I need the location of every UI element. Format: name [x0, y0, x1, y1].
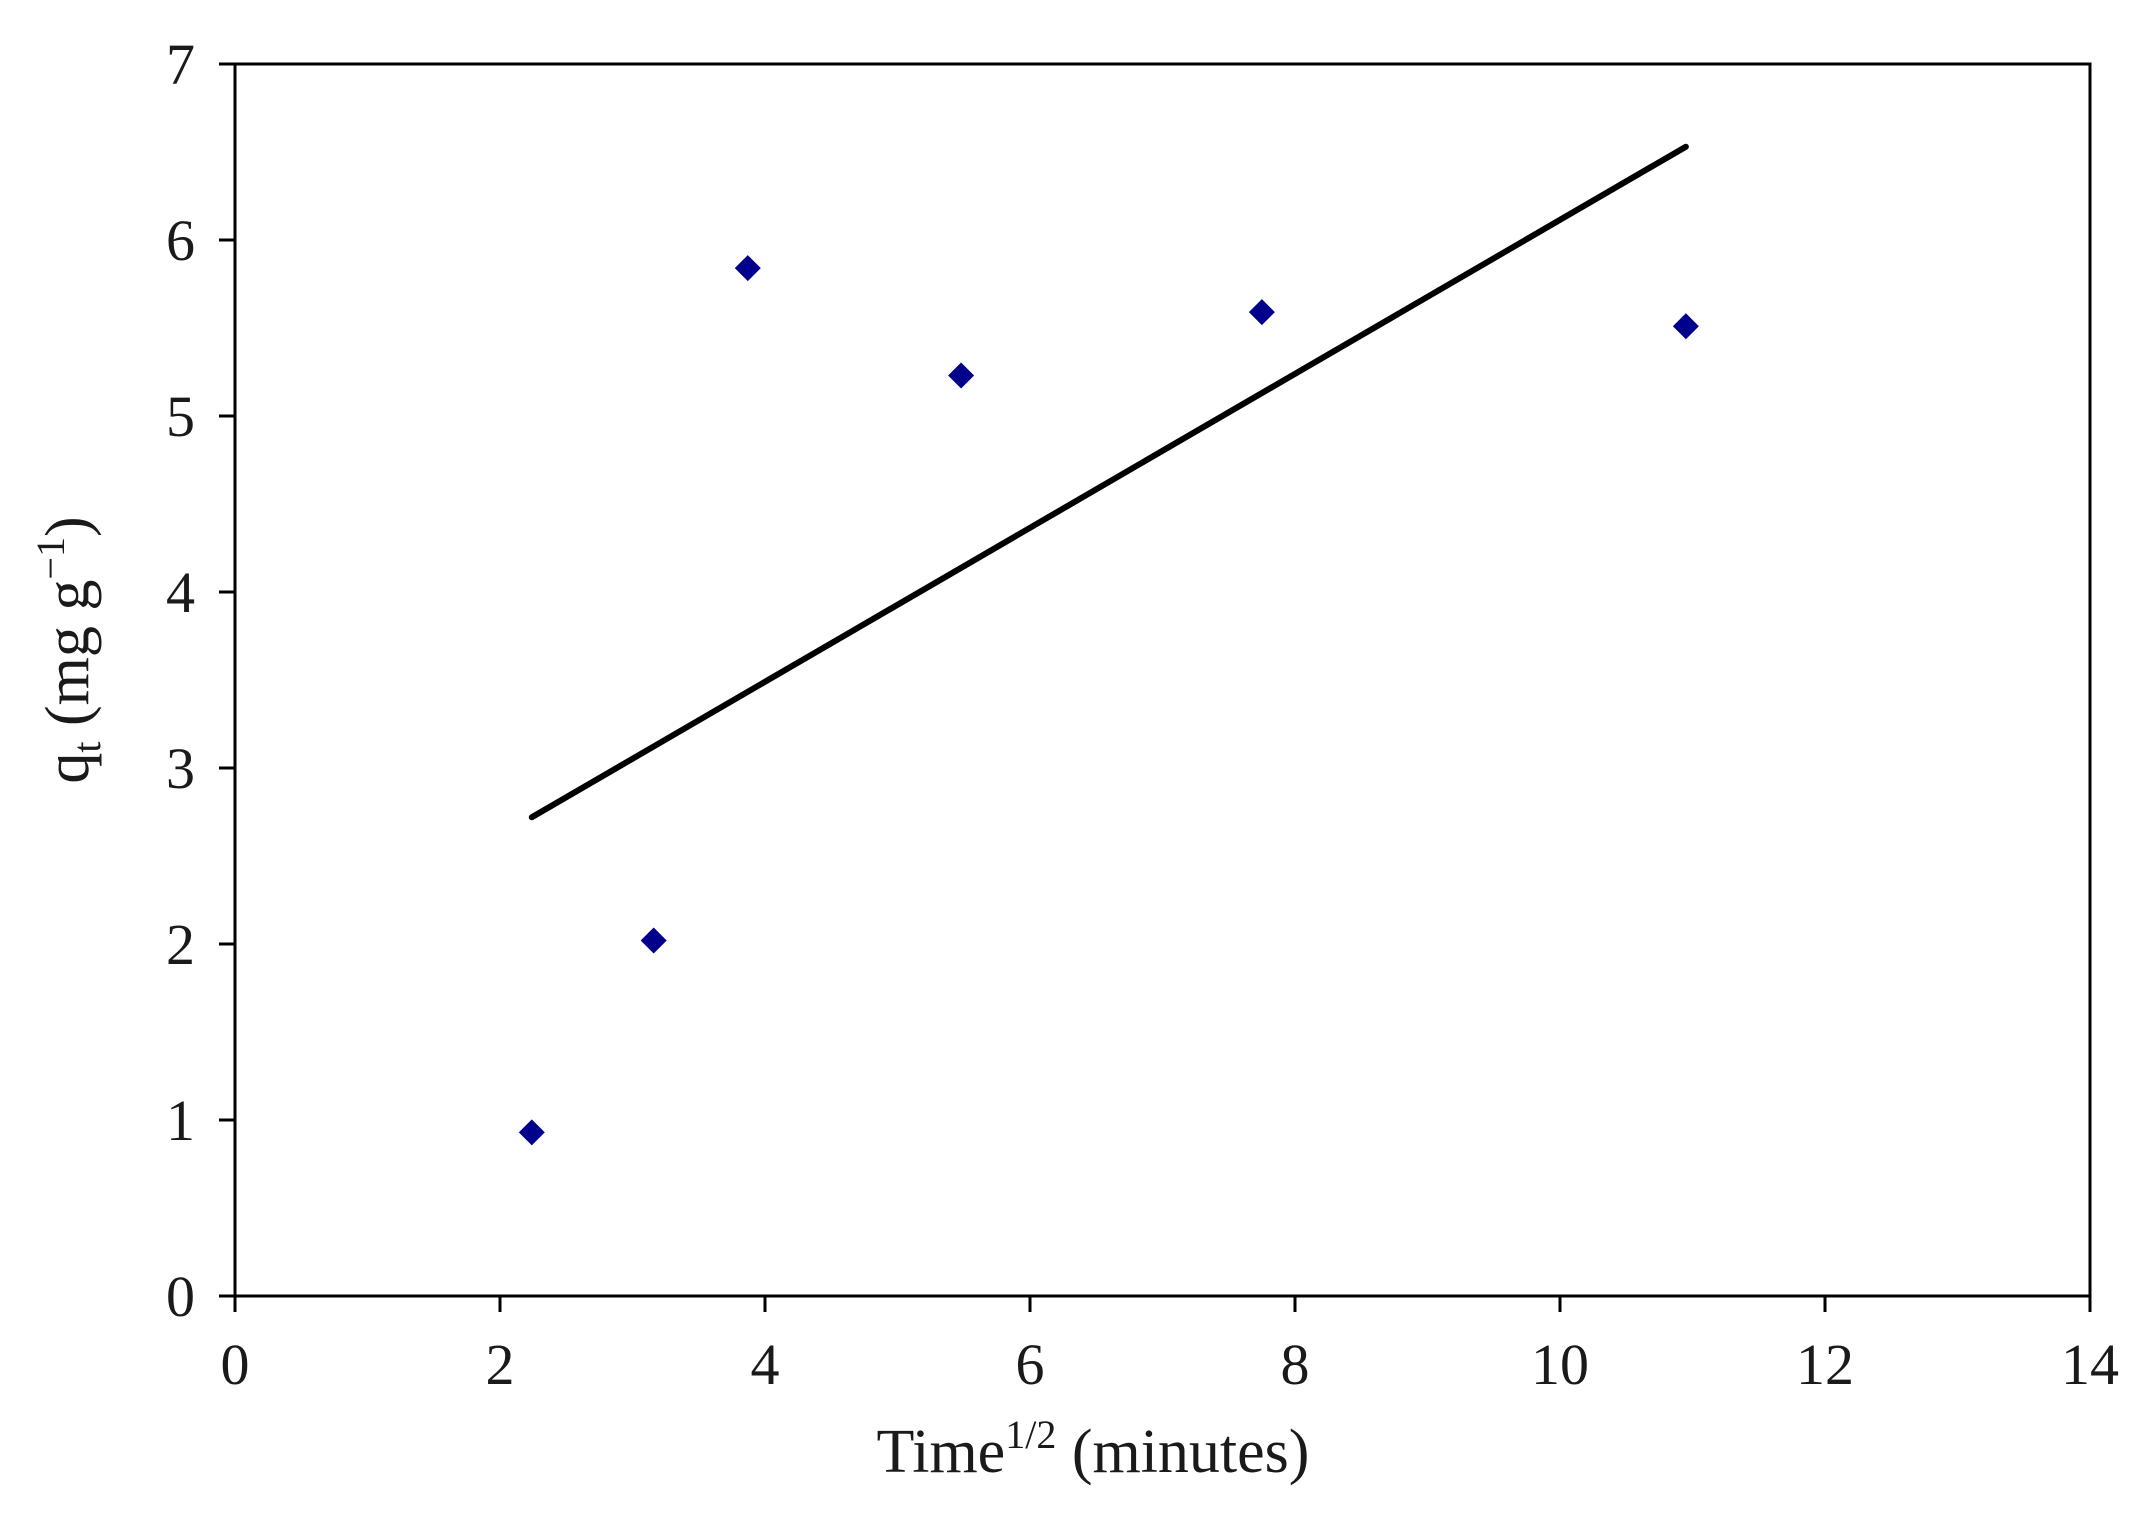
y-tick-label: 0 — [166, 1264, 195, 1329]
y-tick-label: 2 — [166, 912, 195, 977]
y-axis-title-paren-close: ) — [34, 516, 102, 537]
x-tick-label: 4 — [751, 1332, 780, 1397]
y-axis-title: qt (mg g−1) — [28, 516, 109, 783]
x-tick-label: 8 — [1281, 1332, 1310, 1397]
x-axis-title: Time1/2 (minutes) — [877, 1412, 1310, 1486]
data-point — [734, 255, 761, 282]
data-point — [1248, 299, 1275, 326]
plot-frame — [233, 62, 2092, 1298]
y-tick-label: 7 — [166, 32, 195, 97]
x-tick-label: 12 — [1796, 1332, 1854, 1397]
data-point — [640, 927, 667, 954]
trendline — [528, 143, 1689, 821]
data-points — [518, 255, 1699, 1146]
x-tick-label: 6 — [1016, 1332, 1045, 1397]
y-axis-ticks: 0 1 2 3 4 5 6 7 — [166, 32, 235, 1329]
x-tick-label: 2 — [486, 1332, 515, 1397]
y-axis-title-base: q — [34, 753, 102, 784]
trendline-group — [528, 143, 1689, 821]
x-tick-label: 10 — [1531, 1332, 1589, 1397]
y-tick-label: 4 — [166, 560, 195, 625]
data-point — [948, 362, 975, 389]
y-tick-label: 5 — [166, 384, 195, 449]
y-tick-label: 3 — [166, 736, 195, 801]
data-point — [1672, 313, 1699, 340]
x-axis-title-base: Time — [877, 1418, 1006, 1486]
y-tick-label: 6 — [166, 208, 195, 273]
x-axis-ticks: 0 2 4 6 8 10 12 14 — [221, 1296, 2119, 1397]
y-tick-label: 1 — [166, 1088, 195, 1153]
x-tick-label: 0 — [221, 1332, 250, 1397]
y-axis-title-subscript: t — [64, 741, 109, 752]
plot-area — [233, 62, 2092, 1298]
y-axis-title-paren-open: (mg g — [34, 580, 102, 742]
data-point — [518, 1119, 545, 1146]
x-tick-label: 14 — [2061, 1332, 2119, 1397]
y-axis-title-superscript: −1 — [28, 537, 73, 580]
x-axis-title-superscript: 1/2 — [1005, 1412, 1056, 1457]
x-axis-title-rest: (minutes) — [1056, 1418, 1309, 1486]
